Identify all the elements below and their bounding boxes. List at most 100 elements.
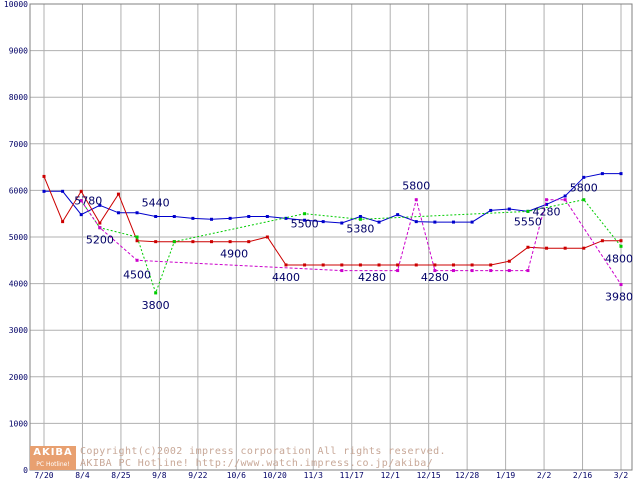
series-2-point bbox=[210, 240, 214, 244]
y-tick-label: 10000 bbox=[4, 0, 28, 9]
series-3-point bbox=[154, 291, 158, 295]
series-1-point bbox=[247, 214, 251, 218]
y-tick-label: 5000 bbox=[9, 233, 28, 242]
x-tick-label: 10/20 bbox=[263, 471, 287, 480]
y-axis-ticks: 0 1000 2000 3000 4000 5000 6000 7000 8000 9000 100… bbox=[4, 0, 28, 475]
series-2-point bbox=[396, 263, 400, 267]
x-tick-label: 8/25 bbox=[111, 471, 130, 480]
data-label: 5800 bbox=[570, 182, 598, 195]
data-label: 5550 bbox=[514, 215, 542, 228]
x-tick-label: 12/28 bbox=[455, 471, 479, 480]
series-1-point bbox=[470, 220, 474, 224]
series-2-point bbox=[303, 263, 307, 267]
series-2-point bbox=[154, 240, 158, 244]
series-2-point bbox=[116, 192, 120, 196]
data-label: 4900 bbox=[220, 248, 248, 261]
series-1-point bbox=[61, 189, 65, 193]
series-4-point bbox=[433, 269, 437, 273]
series-2-point bbox=[358, 263, 362, 267]
data-label: 4500 bbox=[123, 268, 151, 281]
series-1-point bbox=[321, 220, 325, 224]
series-2-point bbox=[414, 263, 418, 267]
series-4-point bbox=[489, 269, 493, 273]
series-2-point bbox=[470, 263, 474, 267]
x-tick-label: 8/4 bbox=[75, 471, 90, 480]
series-4-point bbox=[98, 226, 102, 230]
series-2-point bbox=[61, 220, 65, 224]
x-axis-ticks: 7/20 8/4 8/25 9/8 9/22 10/6 10/20 11/3 11/17 12/1… bbox=[34, 471, 628, 480]
logo-bottom-text: PC Hotline! bbox=[36, 461, 70, 468]
copyright-line: Copyright(c)2002 impress corporation All… bbox=[80, 446, 446, 457]
x-tick-label: 9/8 bbox=[152, 471, 167, 480]
x-tick-label: 12/15 bbox=[417, 471, 441, 480]
data-label: 5200 bbox=[86, 234, 114, 247]
series-1-point bbox=[563, 194, 567, 198]
series-2-point bbox=[265, 235, 269, 239]
logo-top-text: AKIBA bbox=[33, 447, 73, 458]
series-2-point bbox=[489, 263, 493, 267]
series-1-point bbox=[265, 214, 269, 218]
series-4-point bbox=[470, 269, 474, 273]
data-label: 4280 bbox=[533, 206, 561, 219]
series-4-point bbox=[545, 198, 549, 202]
y-tick-label: 8000 bbox=[9, 93, 28, 102]
series-1-point bbox=[172, 214, 176, 218]
data-labels: 5780 5200 4500 3800 5440 4900 4400 5500 5380 4280… bbox=[74, 180, 633, 312]
series-2-point bbox=[433, 263, 437, 267]
x-tick-label: 2/2 bbox=[537, 471, 552, 480]
series-4-point bbox=[619, 283, 623, 287]
y-tick-label: 6000 bbox=[9, 186, 28, 195]
data-label: 5380 bbox=[346, 222, 374, 235]
y-tick-label: 2000 bbox=[9, 373, 28, 382]
x-tick-label: 9/22 bbox=[188, 471, 207, 480]
series-2-line bbox=[43, 176, 621, 266]
series-2-point bbox=[377, 263, 381, 267]
plot-frame bbox=[29, 3, 633, 471]
series-2-point bbox=[135, 239, 139, 243]
series-2-point bbox=[600, 239, 604, 243]
series-2-point bbox=[451, 263, 455, 267]
grid bbox=[29, 3, 633, 471]
x-tick-label: 11/17 bbox=[340, 471, 364, 480]
series-1-point bbox=[340, 221, 344, 225]
series-4-line bbox=[80, 197, 622, 285]
series-lines bbox=[42, 172, 623, 295]
series-4-point bbox=[79, 199, 83, 203]
series-1-point bbox=[619, 172, 623, 176]
series-2-point bbox=[582, 246, 586, 250]
x-tick-label: 11/3 bbox=[304, 471, 323, 480]
series-2-point bbox=[619, 239, 623, 243]
series-2-point bbox=[340, 263, 344, 267]
series-2-point bbox=[79, 189, 83, 193]
data-label: 4400 bbox=[272, 271, 300, 284]
y-tick-label: 0 bbox=[23, 466, 28, 475]
series-3-point bbox=[582, 198, 586, 202]
series-1-line bbox=[44, 173, 621, 224]
series-1-point bbox=[116, 211, 120, 215]
series-1-point bbox=[98, 203, 102, 207]
series-1-point bbox=[451, 220, 455, 224]
series-1-point bbox=[582, 175, 586, 179]
series-2-point bbox=[98, 221, 102, 225]
series-2-point bbox=[563, 246, 567, 250]
data-label: 5440 bbox=[142, 196, 170, 209]
series-4-point bbox=[135, 258, 139, 262]
series-1-point bbox=[414, 220, 418, 224]
x-tick-label: 2/16 bbox=[573, 471, 592, 480]
series-2-point bbox=[191, 240, 195, 244]
series-2-point bbox=[228, 240, 232, 244]
data-label: 5500 bbox=[291, 218, 319, 231]
series-3-point bbox=[526, 209, 530, 213]
y-tick-label: 3000 bbox=[9, 326, 28, 335]
data-label: 4280 bbox=[421, 271, 449, 284]
series-4-point bbox=[507, 269, 511, 273]
x-tick-label: 7/20 bbox=[34, 471, 53, 480]
series-1-point bbox=[210, 217, 214, 221]
series-1-point bbox=[433, 220, 437, 224]
series-3-point bbox=[135, 235, 139, 239]
series-4-point bbox=[526, 269, 530, 273]
series-3-point bbox=[358, 217, 362, 221]
y-tick-label: 7000 bbox=[9, 140, 28, 149]
series-1-point bbox=[377, 220, 381, 224]
akiba-logo: AKIBA PC Hotline! bbox=[30, 446, 76, 470]
